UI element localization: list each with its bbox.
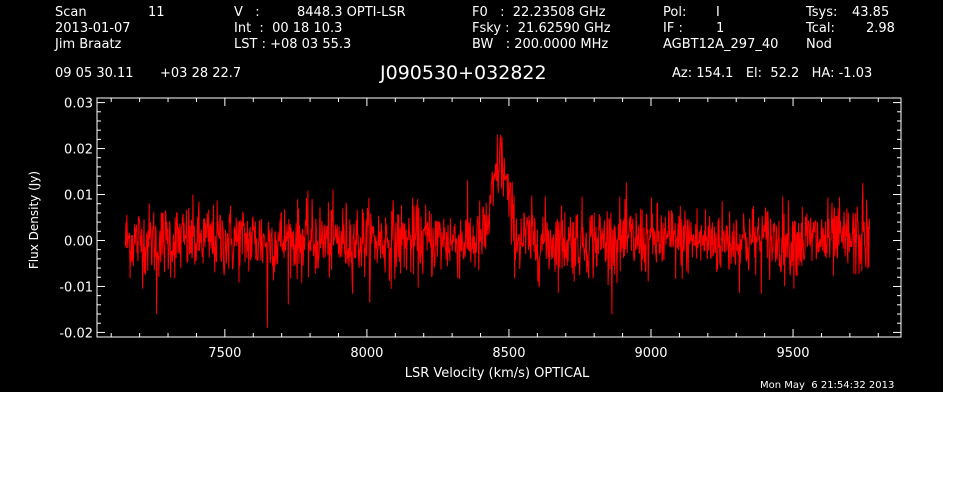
x-tick-label: 9500 — [776, 346, 809, 361]
x-tick-label: 8500 — [492, 346, 525, 361]
x-tick-label: 8000 — [350, 346, 383, 361]
project-id: AGBT12A_297_40 — [663, 37, 779, 52]
y-tick-label: -0.01 — [59, 280, 93, 295]
plot-frame — [96, 97, 902, 338]
plot-window: Scan 11 V : 8448.3 OPTI-LSR F0 : 22.2350… — [0, 0, 943, 392]
proc-name: Nod — [806, 37, 832, 52]
spectrum-chart: 7500 8000 8500 9000 9500 -0.02 -0.01 0.00 0.01 0.… — [27, 97, 902, 381]
y-tick-label: 0.01 — [64, 189, 93, 204]
x-axis-label: LSR Velocity (km/s) OPTICAL — [405, 366, 590, 381]
pol-value: I — [716, 5, 720, 20]
y-tick-label: 0.00 — [64, 234, 93, 249]
tsys-label: Tsys: — [806, 5, 838, 20]
observer: Jim Braatz — [55, 37, 122, 52]
date: 2013-01-07 — [55, 21, 131, 36]
y-tick-label: -0.02 — [59, 326, 93, 341]
v-value: 8448.3 OPTI-LSR — [297, 5, 406, 20]
int-line: Int : 00 18 10.3 — [234, 21, 343, 36]
tcal-label: Tcal: — [806, 21, 835, 36]
tcal-value: 2.98 — [866, 21, 895, 36]
bw-line: BW : 200.0000 MHz — [472, 37, 609, 52]
if-label: IF : — [663, 21, 683, 36]
y-tick-label: 0.02 — [64, 143, 93, 158]
y-axis-label: Flux Density (Jy) — [27, 171, 41, 269]
source-name: J090530+032822 — [380, 62, 547, 84]
x-tick-label: 9000 — [634, 346, 667, 361]
timestamp: Mon May 6 21:54:32 2013 — [760, 380, 895, 391]
pol-label: Pol: — [663, 5, 687, 20]
coord-ra: 09 05 30.11 — [55, 66, 134, 81]
scan-number: 11 — [148, 5, 165, 20]
v-label: V : — [234, 5, 260, 20]
coord-dec: +03 28 22.7 — [160, 66, 242, 81]
fsky-line: Fsky : 21.62590 GHz — [472, 21, 611, 36]
x-tick-label: 7500 — [208, 346, 241, 361]
lst-line: LST : +08 03 55.3 — [234, 37, 352, 52]
scan-label: Scan — [55, 5, 87, 20]
if-value: 1 — [716, 21, 725, 36]
tsys-value: 43.85 — [852, 5, 890, 20]
y-tick-label: 0.03 — [64, 97, 93, 112]
az-el-ha: Az: 154.1 El: 52.2 HA: -1.03 — [672, 66, 873, 81]
f0-line: F0 : 22.23508 GHz — [472, 5, 606, 20]
axes: 7500 8000 8500 9000 9500 -0.02 -0.01 0.00 0.01 0.… — [59, 97, 902, 361]
spectrum-trace — [124, 134, 871, 328]
